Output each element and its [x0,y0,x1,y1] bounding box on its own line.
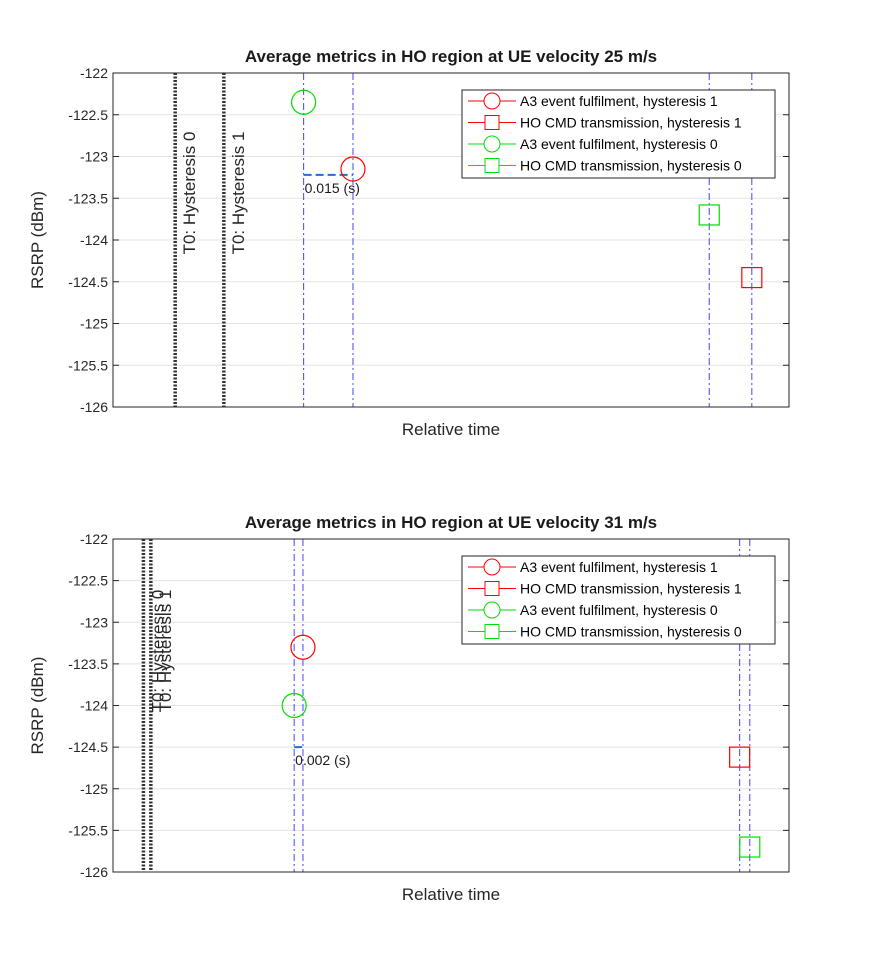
t0-label: T0: Hysteresis 1 [156,590,175,713]
legend-entry-label: HO CMD transmission, hysteresis 1 [520,581,742,597]
legend-marker-circle [483,601,501,619]
data-point-circle [340,156,366,182]
legend-marker-square [484,581,500,596]
legend-entry-label: HO CMD transmission, hysteresis 0 [520,158,742,174]
legend: A3 event fulfilment, hysteresis 1 HO CMD … [461,555,776,645]
legend-marker-circle [483,558,501,576]
y-tick-label: -126 [80,399,108,415]
data-point-circle [291,89,317,115]
y-tick-label: -126 [80,864,108,880]
legend-marker-circle [483,135,501,153]
y-tick-label: -124.5 [68,274,108,290]
y-tick-label: -122 [80,531,108,547]
legend-marker-square [484,158,500,173]
legend-box [461,89,776,179]
legend-entry-label: A3 event fulfilment, hysteresis 0 [520,602,718,618]
legend: A3 event fulfilment, hysteresis 1 HO CMD … [461,89,776,179]
t0-label: T0: Hysteresis 0 [180,132,199,255]
y-tick-label: -122 [80,65,108,81]
data-point-square [741,266,763,289]
legend-entry-label: HO CMD transmission, hysteresis 0 [520,624,742,640]
y-tick-label: -122.5 [68,573,108,589]
delta-label: 0.002 (s) [295,752,350,768]
y-axis-label: RSRP (dBm) [28,191,47,289]
data-point-square [729,746,751,768]
chart-1: T0: Hysteresis 0 T0: Hysteresis 1 0.015 (s… [28,47,790,439]
legend-entry-label: A3 event fulfilment, hysteresis 0 [520,136,718,152]
y-tick-label: -124 [80,698,108,714]
y-tick-label: -125 [80,781,108,797]
y-tick-label: -123.5 [68,656,108,672]
x-axis-label: Relative time [402,885,500,904]
t0-label: T0: Hysteresis 0 [148,590,167,713]
legend-marker-circle [483,92,501,110]
legend-entry-label: A3 event fulfilment, hysteresis 1 [520,93,718,109]
y-tick-label: -124 [80,232,108,248]
y-tick-label: -125.5 [68,357,108,373]
y-tick-label: -123.5 [68,190,108,206]
chart-title: Average metrics in HO region at UE veloc… [245,47,657,66]
t0-label: T0: Hysteresis 1 [229,132,248,255]
legend-entry-label: HO CMD transmission, hysteresis 1 [520,115,742,131]
data-point-square [698,204,720,226]
y-tick-label: -123 [80,614,108,630]
chart-2: T0: Hysteresis 0T0: Hysteresis 1 0.002 (s… [28,513,790,904]
y-axis-label: RSRP (dBm) [28,657,47,755]
legend-box [461,555,776,645]
y-tick-label: -125 [80,316,108,332]
data-point-circle [281,692,307,719]
legend-marker-square [484,115,500,130]
y-tick-label: -125.5 [68,822,108,838]
delta-label: 0.015 (s) [305,180,360,196]
legend-entry-label: A3 event fulfilment, hysteresis 1 [520,559,718,575]
x-axis-label: Relative time [402,420,500,439]
chart-title: Average metrics in HO region at UE veloc… [245,513,657,532]
legend-marker-square [484,624,500,639]
data-point-circle [290,634,316,660]
y-tick-label: -124.5 [68,739,108,755]
y-tick-label: -123 [80,149,108,165]
data-point-square [739,836,761,858]
y-tick-label: -122.5 [68,107,108,123]
